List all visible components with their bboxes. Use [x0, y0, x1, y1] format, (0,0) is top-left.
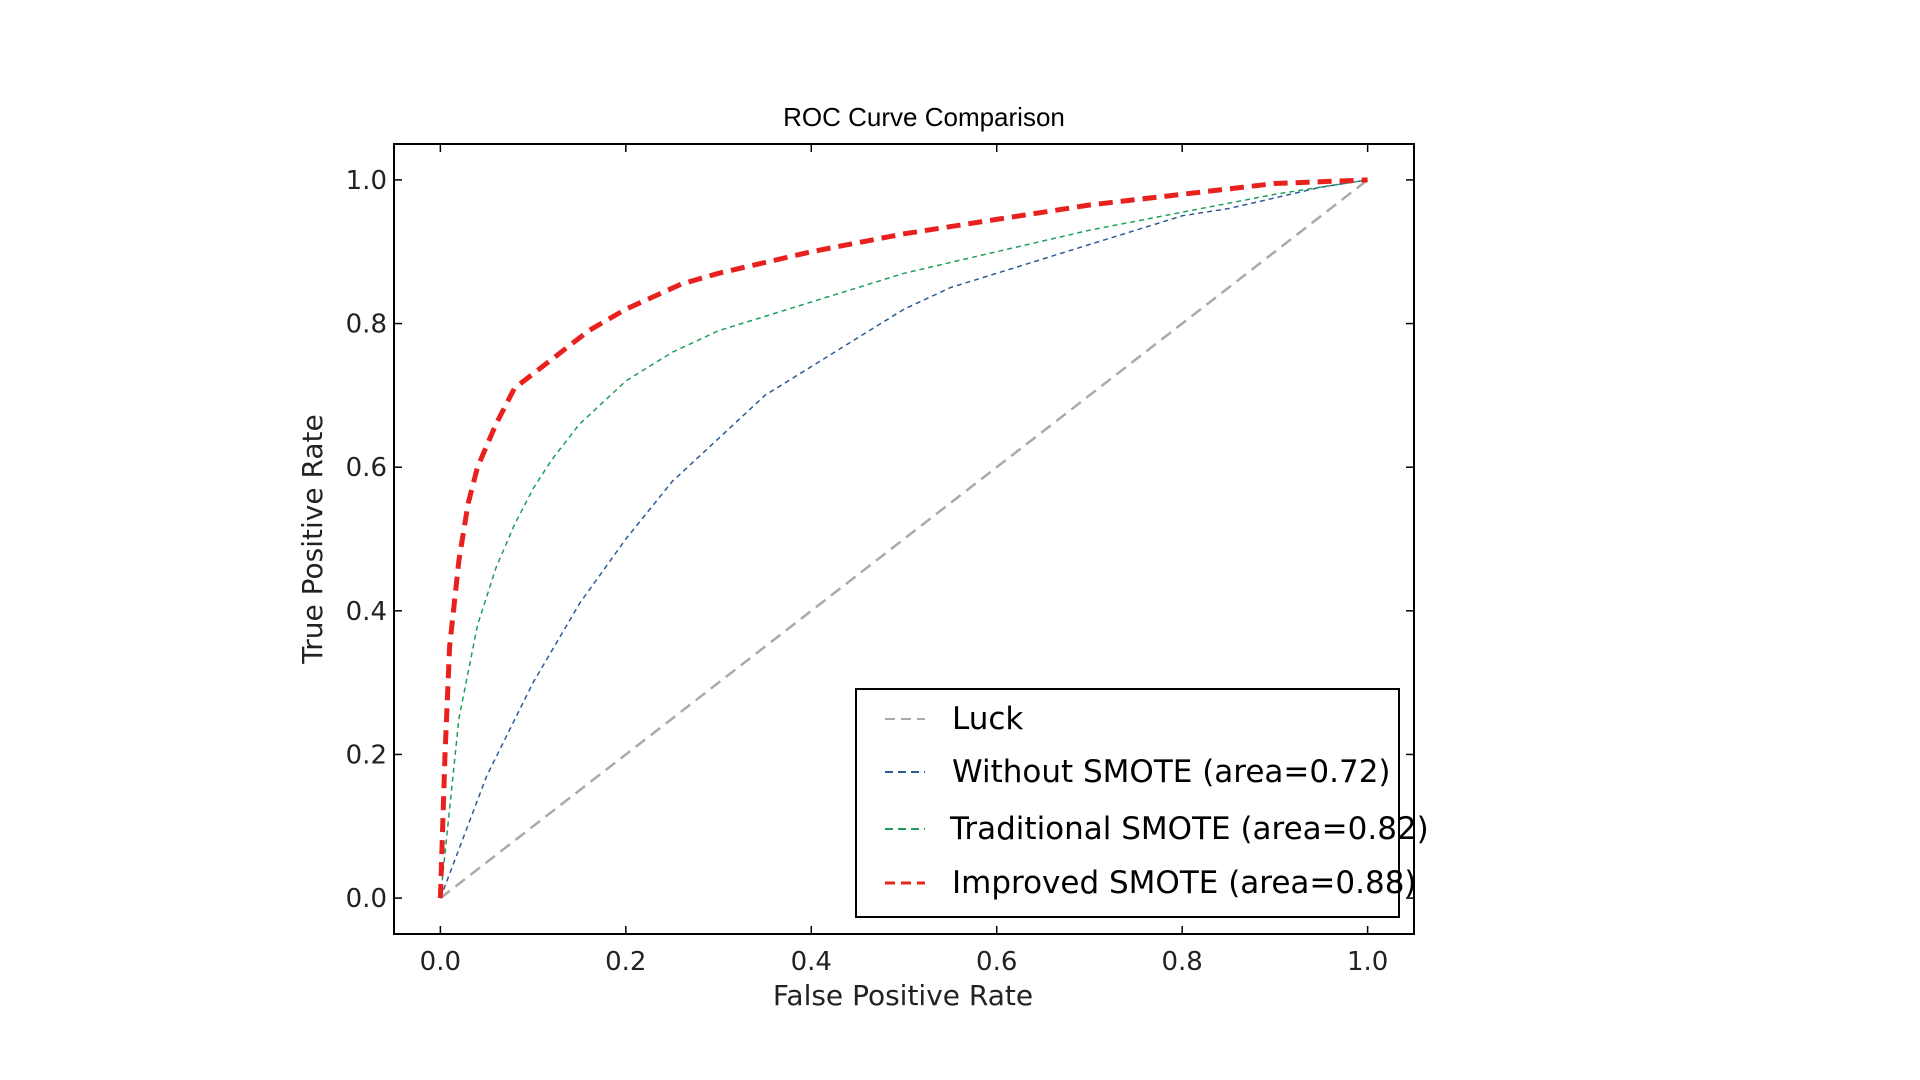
y-tick-label: 0.2	[346, 740, 387, 770]
x-tick-label: 1.0	[1347, 947, 1388, 977]
x-axis-label: False Positive Rate	[773, 979, 1033, 1012]
x-tick-label: 0.8	[1162, 947, 1203, 977]
legend-label-traditional-smote: Traditional SMOTE (area=0.82)	[949, 811, 1429, 847]
series-line-traditional-smote-area-0-82	[439, 179, 1368, 899]
x-tick-label: 0.6	[976, 947, 1017, 977]
y-axis-label: True Positive Rate	[296, 414, 329, 664]
legend-label-without-smote: Without SMOTE (area=0.72)	[952, 754, 1391, 790]
luck-layer	[439, 178, 1369, 900]
x-tick-label: 0.2	[605, 947, 646, 977]
series-line-without-smote-area-0-72	[439, 179, 1368, 899]
series-line-improved-smote-area-0-88	[437, 177, 1368, 899]
legend-label-luck: Luck	[952, 701, 1023, 737]
x-tick-label: 0.0	[420, 947, 461, 977]
legend: Luck Without SMOTE (area=0.72) Tradition…	[855, 688, 1429, 918]
legend-label-improved-smote: Improved SMOTE (area=0.88)	[952, 865, 1417, 901]
y-tick-label: 0.6	[346, 453, 387, 483]
ticks-layer: 0.0 0.0 0.2 0.2 0.4 0.4 0.6 0.6 0.8 0.8 1.0 1.0	[346, 144, 1414, 977]
y-tick-label: 0.4	[346, 597, 387, 627]
series-line-luck	[439, 178, 1369, 900]
y-tick-label: 1.0	[346, 166, 387, 196]
legend-box	[855, 688, 1400, 918]
x-tick-label: 0.4	[791, 947, 832, 977]
y-tick-label: 0.8	[346, 310, 387, 340]
series-layer	[437, 177, 1368, 899]
chart-title: ROC Curve Comparison	[783, 102, 1065, 132]
y-tick-label: 0.0	[346, 884, 387, 914]
